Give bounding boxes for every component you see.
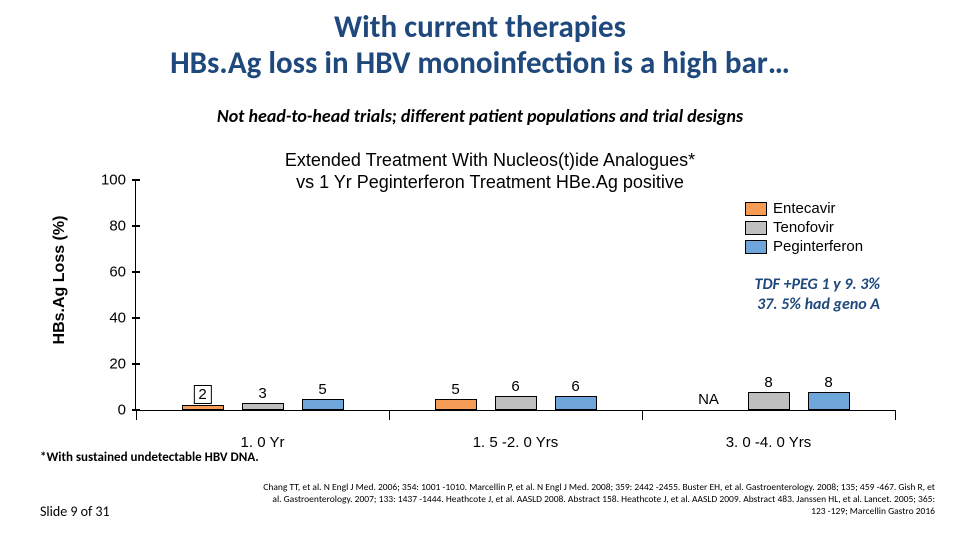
y-tick-label: 100 <box>101 172 126 189</box>
y-axis-label: HBs.Ag Loss (%) <box>51 216 69 345</box>
bar-na-label: NA <box>698 391 719 408</box>
legend-item-entecavir: Entecavir <box>745 200 880 217</box>
y-tick-label: 20 <box>109 356 126 373</box>
bar-value-label: 8 <box>764 374 772 391</box>
bar-peginterferon: 8 <box>808 392 850 410</box>
legend-label: Entecavir <box>773 200 836 217</box>
y-tick <box>132 363 140 365</box>
legend-swatch <box>745 221 767 235</box>
callout-line-1: TDF +PEG 1 y 9. 3% <box>755 275 880 294</box>
citations: Chang TT, et al. N Engl J Med. 2006; 354… <box>260 482 935 518</box>
bar-tenofovir: 3 <box>242 403 284 410</box>
footnote: *With sustained undetectable HBV DNA. <box>40 450 259 465</box>
chart-area: Extended Treatment With Nucleos(t)ide An… <box>60 150 900 450</box>
y-tick <box>132 271 140 273</box>
title-line-1: With current therapies <box>334 8 626 46</box>
slide-subtitle: Not head-to-head trials; different patie… <box>0 105 960 127</box>
legend-item-peginterferon: Peginterferon <box>745 238 880 255</box>
x-group-label: 1. 5 -2. 0 Yrs <box>473 434 559 451</box>
y-tick <box>132 225 140 227</box>
y-tick-label: 80 <box>109 218 126 235</box>
callout-text: TDF +PEG 1 y 9. 3% 37. 5% had geno A <box>755 275 880 315</box>
x-group-label: 1. 0 Yr <box>241 434 285 451</box>
bar-value-label: 8 <box>824 374 832 391</box>
slide-title: With current therapies HBs.Ag loss in HB… <box>0 10 960 81</box>
bar-entecavir: 2 <box>182 405 224 410</box>
y-tick-label: 0 <box>118 402 126 419</box>
slide: With current therapies HBs.Ag loss in HB… <box>0 0 960 540</box>
bar-peginterferon: 6 <box>555 396 597 410</box>
bar-tenofovir: 8 <box>748 392 790 410</box>
title-line-2: HBs.Ag loss in HBV monoinfection is a hi… <box>170 44 790 82</box>
slide-number: Slide 9 of 31 <box>40 503 110 520</box>
bar-value-label: 5 <box>451 381 459 398</box>
group-separator <box>389 410 390 420</box>
legend: Entecavir Tenofovir Peginterferon <box>745 200 880 257</box>
callout-line-2: 37. 5% had geno A <box>757 295 880 314</box>
group-separator <box>895 410 896 420</box>
legend-swatch <box>745 202 767 216</box>
group-separator <box>136 410 137 420</box>
y-tick-label: 40 <box>109 310 126 327</box>
legend-item-tenofovir: Tenofovir <box>745 219 880 236</box>
y-tick <box>132 317 140 319</box>
bar-value-label: 6 <box>511 378 519 395</box>
legend-swatch <box>745 240 767 254</box>
group-separator <box>642 410 643 420</box>
bar-value-label: 2 <box>193 385 211 404</box>
legend-label: Tenofovir <box>773 219 834 236</box>
bar-value-label: 5 <box>318 381 326 398</box>
bar-peginterferon: 5 <box>302 399 344 411</box>
chart-title-line-1: Extended Treatment With Nucleos(t)ide An… <box>285 150 695 170</box>
y-tick <box>132 179 140 181</box>
y-tick-label: 60 <box>109 264 126 281</box>
legend-label: Peginterferon <box>773 238 863 255</box>
x-group-label: 3. 0 -4. 0 Yrs <box>726 434 812 451</box>
bar-entecavir: 5 <box>435 399 477 411</box>
bar-value-label: 3 <box>258 385 266 402</box>
bar-value-label: 6 <box>571 378 579 395</box>
bar-tenofovir: 6 <box>495 396 537 410</box>
